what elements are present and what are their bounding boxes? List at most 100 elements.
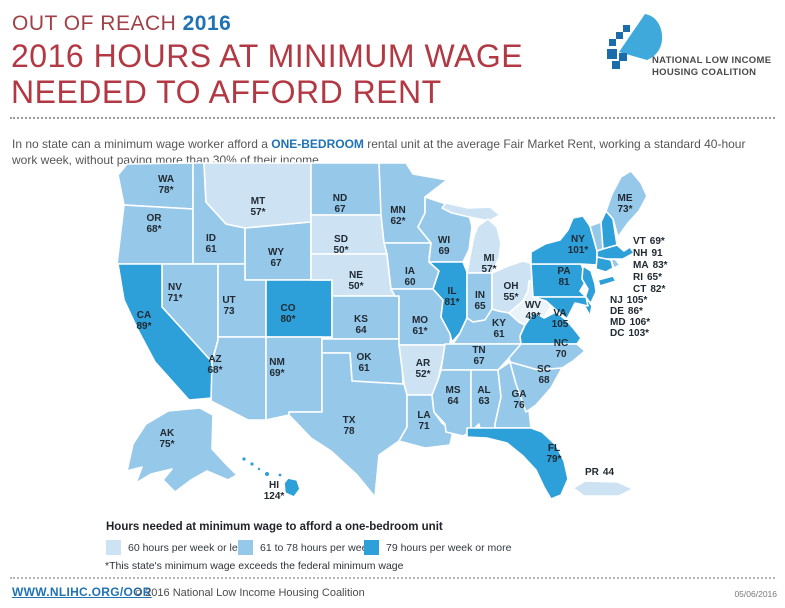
label-sc: SC 68 <box>537 364 551 386</box>
intro-one-bedroom: ONE-BEDROOM <box>271 137 364 151</box>
state-ny <box>530 215 598 266</box>
state-va <box>519 311 582 345</box>
state-ca <box>117 263 213 401</box>
state-wa <box>117 162 194 210</box>
label-ak: AK 75* <box>159 428 175 450</box>
state-tn <box>440 343 522 371</box>
label-ma: MA 83* <box>633 260 668 271</box>
label-ms: MS 64 <box>446 385 461 407</box>
state-tx <box>288 352 408 498</box>
kicker-year: 2016 <box>182 12 232 35</box>
territory-pr <box>572 480 634 497</box>
state-az <box>210 336 267 421</box>
state-ak <box>126 407 238 493</box>
publish-date: 05/06/2016 <box>734 589 777 599</box>
label-al: AL 63 <box>477 385 490 407</box>
state-ny-long-island <box>597 275 617 287</box>
legend-swatch-high <box>364 540 379 555</box>
report-kicker: OUT OF REACH 2016 <box>12 12 231 36</box>
state-shapes <box>116 162 648 500</box>
state-hi-island-3 <box>256 466 262 472</box>
label-nj: NJ 105* <box>610 295 647 306</box>
label-sd: SD 50* <box>333 234 348 256</box>
legend-label-high: 79 hours per week or more <box>386 541 512 554</box>
state-sd <box>310 214 388 255</box>
label-wi: WI 69 <box>438 235 450 257</box>
label-me: ME 73* <box>617 193 632 215</box>
nlihc-logo-text: NATIONAL LOW INCOME HOUSING COALITION <box>652 55 771 78</box>
legend-label-low: 60 hours per week or less <box>128 541 249 554</box>
label-ar: AR 52* <box>415 358 431 380</box>
label-wy: WY 67 <box>268 247 284 269</box>
label-nv: NV 71* <box>167 282 182 304</box>
label-pa: PA 81 <box>557 266 570 288</box>
state-hi-island-1 <box>240 455 248 463</box>
legend-swatch-low <box>106 540 121 555</box>
label-ut: UT 73 <box>222 295 235 317</box>
state-co <box>265 279 333 338</box>
label-az: AZ 68* <box>207 354 222 376</box>
label-wv: WV 49* <box>525 300 541 322</box>
label-ks: KS 64 <box>354 314 368 336</box>
label-dc: DC 103* <box>610 328 649 339</box>
kicker-prefix: OUT OF REACH <box>12 12 183 35</box>
label-nh: NH 91 <box>633 248 663 259</box>
state-hi-island-4 <box>263 470 271 478</box>
state-ct <box>595 256 614 273</box>
label-tn: TN 67 <box>472 345 485 367</box>
label-il: IL 81* <box>444 286 459 308</box>
label-or: OR 68* <box>146 213 162 235</box>
legend-item-mid: 61 to 78 hours per week <box>238 540 373 555</box>
label-id: ID 61 <box>205 233 217 255</box>
label-mi: MI 57* <box>481 253 496 275</box>
label-nd: ND 67 <box>333 193 347 215</box>
label-mo: MO 61* <box>412 315 428 337</box>
state-il <box>428 261 468 343</box>
nlihc-house-logo-icon <box>607 14 663 69</box>
page-title: 2016 HOURS AT MINIMUM WAGE NEEDED TO AFF… <box>11 38 523 110</box>
legend-item-high: 79 hours per week or more <box>364 540 511 555</box>
legend-footnote: *This state's minimum wage exceeds the f… <box>105 560 404 572</box>
label-pr: PR 44 <box>585 467 614 478</box>
logo-line2: HOUSING COALITION <box>652 66 757 78</box>
state-sc <box>509 361 563 413</box>
label-md: MD 106* <box>610 317 650 328</box>
state-mi <box>466 218 502 274</box>
label-ga: GA 76 <box>512 389 527 411</box>
label-hi: HI 124* <box>264 480 285 502</box>
label-fl: FL 79* <box>546 443 561 465</box>
label-mn: MN 62* <box>390 205 406 227</box>
title-line1: 2016 HOURS AT MINIMUM WAGE <box>11 38 524 74</box>
label-in: IN 65 <box>474 290 486 312</box>
label-ca: CA 89* <box>136 310 151 332</box>
logo-line1: NATIONAL LOW INCOME <box>652 55 772 66</box>
label-ri: RI 65* <box>633 272 662 283</box>
label-nc: NC 70 <box>554 338 568 360</box>
state-fl <box>466 427 569 500</box>
nlihc-oor-link[interactable]: WWW.NLIHC.ORG/OOR <box>12 585 152 599</box>
state-hi-island-2 <box>248 460 256 468</box>
label-vt: VT 69* <box>633 236 665 247</box>
label-de: DE 86* <box>610 306 643 317</box>
state-labels: WA 78* OR 68* CA 89* NV 71* ID 61 MT 57* WY 67 … <box>136 174 632 502</box>
footer-divider <box>10 577 775 579</box>
label-ny: NY 101* <box>568 234 589 256</box>
title-line2: NEEDED TO AFFORD RENT <box>11 74 442 110</box>
label-oh: OH 55* <box>503 281 518 303</box>
state-hi <box>283 477 301 498</box>
label-tx: TX 78 <box>343 415 356 437</box>
label-mt: MT 57* <box>250 196 265 218</box>
label-va: VA 105 <box>552 308 569 330</box>
copyright-text: © 2016 National Low Income Housing Coali… <box>134 587 365 599</box>
state-nj <box>581 265 597 304</box>
header-divider <box>10 117 775 119</box>
northeast-state-list: VT 69* NH 91 MA 83* RI 65* CT 82* NJ 105* DE 86… <box>610 236 668 339</box>
state-md <box>532 296 589 320</box>
label-co: CO 80* <box>280 303 295 325</box>
state-hi-island-5 <box>276 471 283 478</box>
legend-swatch-mid <box>238 540 253 555</box>
label-ia: IA 60 <box>404 266 416 288</box>
label-wa: WA 78* <box>158 174 174 196</box>
